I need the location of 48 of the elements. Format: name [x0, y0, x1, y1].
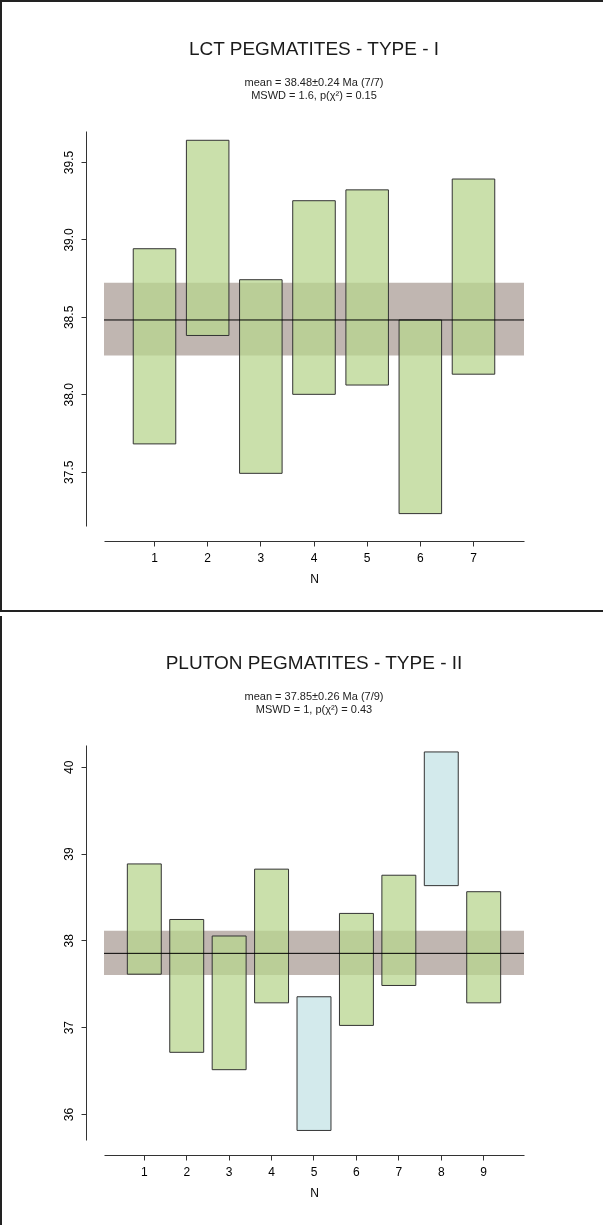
bar — [292, 200, 336, 395]
x-tick-label: 5 — [363, 550, 371, 565]
bar — [466, 891, 502, 1004]
x-tick-label: 3 — [225, 1164, 233, 1179]
x-axis-title: N — [310, 1185, 319, 1200]
chart-subtitle: mean = 37.85±0.26 Ma (7/9) MSWD = 1, p(χ²) = 0.43 — [244, 690, 384, 715]
x-tick-label: 8 — [437, 1164, 445, 1179]
chart-title: PLUTON PEGMATITES - TYPE - II — [165, 652, 463, 673]
x-tick-label: 6 — [353, 1164, 361, 1179]
y-tick-label: 38.0 — [61, 382, 76, 407]
y-tick-label: 39 — [61, 847, 76, 861]
bar — [423, 751, 459, 887]
bar — [169, 918, 205, 1053]
x-tick-label: 4 — [310, 550, 318, 565]
y-tick-label: 38 — [61, 933, 76, 948]
bar — [296, 996, 332, 1131]
y-tick-label: 36 — [61, 1107, 76, 1122]
x-tick-label: 5 — [310, 1164, 318, 1179]
y-tick-label: 39.5 — [61, 150, 76, 175]
bar — [239, 279, 283, 474]
x-tick-label: 9 — [480, 1164, 488, 1179]
x-tick-label: 4 — [268, 1164, 276, 1179]
y-tick-label: 37.5 — [61, 460, 76, 484]
bar — [338, 912, 374, 1026]
bar — [398, 319, 443, 515]
y-tick-label: 38.5 — [61, 305, 76, 330]
bar — [132, 248, 177, 445]
x-tick-label: 2 — [183, 1164, 191, 1179]
x-tick-label: 7 — [395, 1164, 403, 1179]
x-tick-label: 7 — [470, 550, 478, 565]
x-tick-label: 6 — [416, 550, 424, 565]
x-tick-label: 1 — [140, 1164, 148, 1179]
chart-subtitle: mean = 38.48±0.24 Ma (7/7) MSWD = 1.6, p(χ²) = 0.15 — [244, 76, 384, 101]
x-axis-title: N — [310, 571, 319, 586]
y-tick-label: 39.0 — [61, 227, 76, 252]
bar — [211, 935, 247, 1071]
bar — [126, 863, 162, 975]
chart-title: LCT PEGMATITES - TYPE - I — [188, 38, 440, 59]
bar — [345, 189, 389, 386]
y-tick-label: 40 — [61, 760, 76, 774]
bar — [185, 139, 230, 336]
x-tick-label: 2 — [204, 550, 212, 565]
x-tick-label: 1 — [151, 550, 159, 565]
x-tick-label: 3 — [257, 550, 265, 565]
bar — [254, 868, 290, 1004]
y-tick-label: 37 — [61, 1020, 76, 1035]
bar — [451, 178, 496, 375]
bar — [381, 874, 417, 986]
